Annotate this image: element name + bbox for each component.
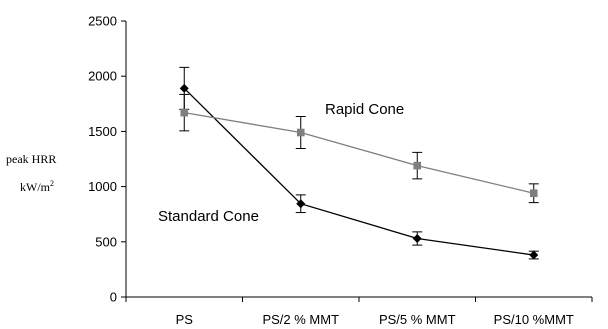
- y-tick-label: 1000: [88, 179, 117, 194]
- y-tick-label: 2000: [88, 69, 117, 84]
- data-point-diamond: [412, 233, 422, 243]
- x-tick-label: PS/10 %MMT: [494, 312, 574, 327]
- x-tick-label: PS/5 % MMT: [379, 312, 456, 327]
- annotation-standard-cone: Standard Cone: [158, 208, 259, 225]
- data-point-square: [413, 161, 422, 170]
- series-group: [179, 66, 539, 260]
- y-tick-label: 2500: [88, 14, 117, 29]
- x-tick-label: PS: [176, 312, 194, 327]
- data-point-square: [296, 128, 305, 137]
- y-axis-label-line2: kW/m2: [20, 179, 54, 194]
- y-tick-label: 1500: [88, 124, 117, 139]
- data-point-diamond: [296, 199, 306, 209]
- y-axis-label-superscript: 2: [50, 179, 54, 188]
- y-tick-label: 500: [95, 234, 117, 249]
- series-rapid-cone: [179, 93, 539, 204]
- y-tick-label: 0: [110, 290, 117, 305]
- y-axis-label-line1: peak HRR: [6, 152, 56, 166]
- axes: [125, 21, 592, 298]
- x-ticks: PS PS/2 % MMT PS/5 % MMT PS/10 %MMT: [125, 297, 593, 327]
- x-tick-label: PS/2 % MMT: [262, 312, 339, 327]
- series-standard-cone: [179, 66, 539, 260]
- data-point-square: [529, 189, 538, 198]
- data-point-diamond: [179, 83, 189, 93]
- y-ticks: 0 500 1000 1500 2000 2500: [88, 14, 126, 305]
- data-point-diamond: [529, 250, 539, 260]
- data-point-square: [180, 108, 189, 117]
- series-line-standard-cone: [183, 87, 534, 256]
- series-line-rapid-cone: [184, 111, 534, 194]
- annotation-rapid-cone: Rapid Cone: [325, 101, 404, 118]
